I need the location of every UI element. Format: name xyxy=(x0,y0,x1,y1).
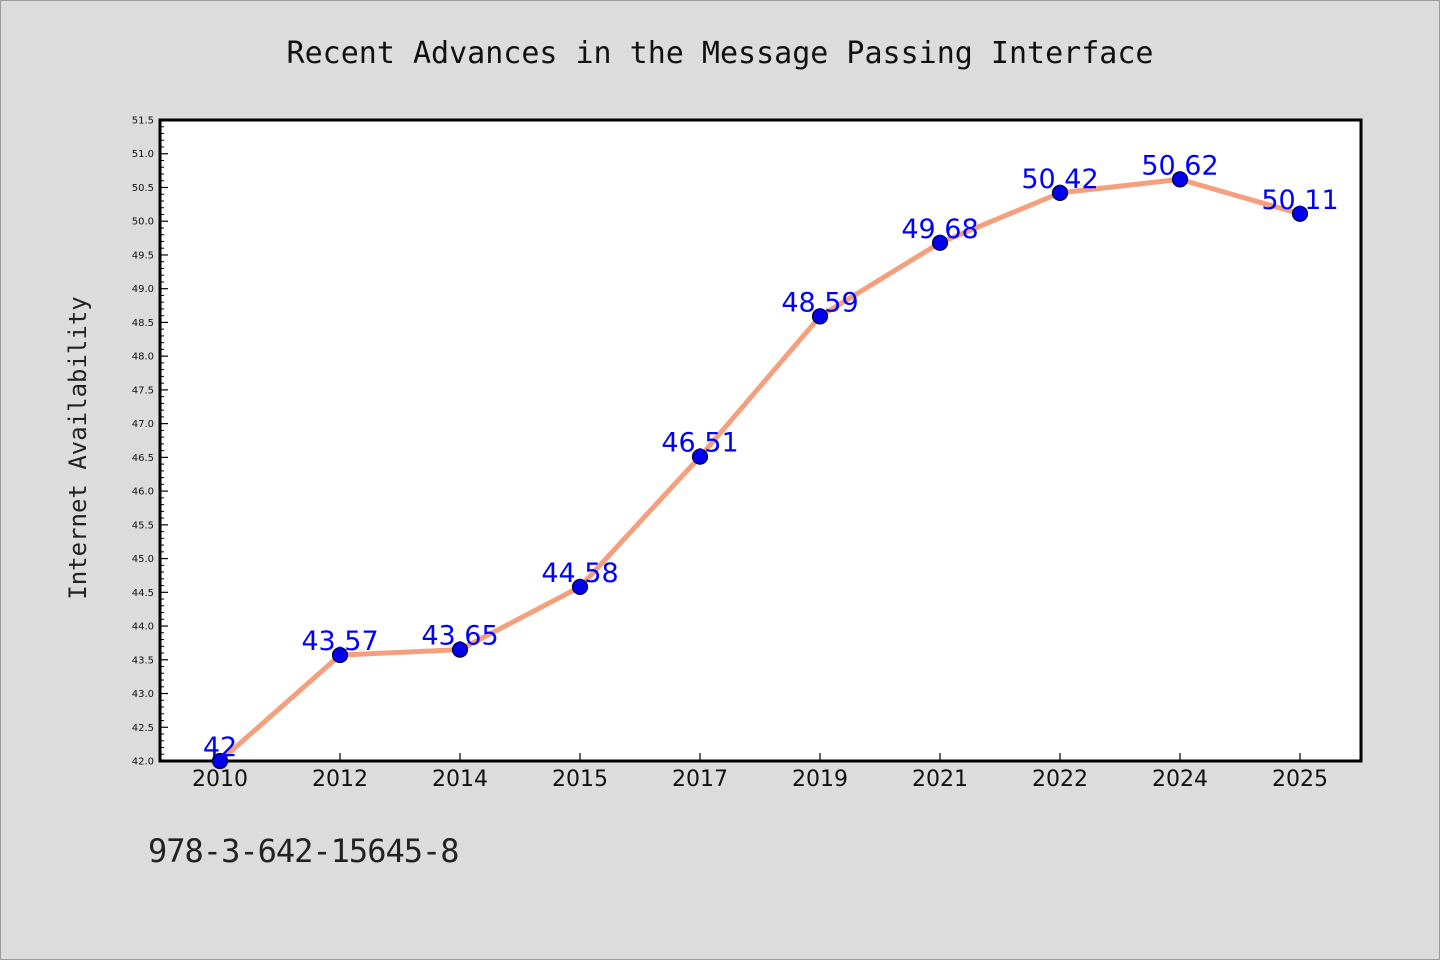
y-tick-label: 42.0 xyxy=(132,757,154,768)
data-point-marker xyxy=(811,308,829,325)
y-tick-label: 46.0 xyxy=(132,487,154,498)
data-point-marker xyxy=(1291,205,1309,222)
y-tick-label: 42.5 xyxy=(132,723,154,734)
y-tick-label: 46.5 xyxy=(132,453,154,464)
y-tick-label: 44.5 xyxy=(132,588,154,599)
y-tick-label: 47.5 xyxy=(132,385,154,396)
y-tick-label: 47.0 xyxy=(132,419,154,430)
data-label: 48.59 xyxy=(781,287,858,318)
isbn-footer: 978-3-642-15645-8 xyxy=(148,832,460,870)
x-tick-label: 2017 xyxy=(672,767,728,792)
y-tick-label: 49.5 xyxy=(132,250,154,261)
y-axis-label: Internet Availability xyxy=(64,296,92,599)
y-tick-label: 43.0 xyxy=(132,689,154,700)
y-tick-label: 48.0 xyxy=(132,352,154,363)
data-label: 42 xyxy=(203,732,237,763)
data-point-marker xyxy=(331,646,349,664)
x-tick-label: 2025 xyxy=(1272,767,1328,792)
data-label: 44.58 xyxy=(541,558,618,589)
x-tick-label: 2021 xyxy=(912,767,968,792)
data-label: 50.62 xyxy=(1141,150,1218,181)
data-point-marker xyxy=(931,234,949,251)
data-label: 49.68 xyxy=(901,214,978,245)
y-tick-label: 50.0 xyxy=(132,217,154,228)
data-label: 46.51 xyxy=(661,428,738,459)
x-tick-label: 2015 xyxy=(552,767,608,792)
x-tick-label: 2019 xyxy=(792,767,848,792)
y-tick-label: 51.0 xyxy=(132,149,154,160)
series-line xyxy=(217,176,1303,764)
data-label: 50.42 xyxy=(1021,164,1098,195)
y-tick-label: 45.5 xyxy=(132,520,154,531)
y-tick-label: 48.5 xyxy=(132,318,154,329)
x-tick-label: 2014 xyxy=(432,767,488,792)
y-tick-label: 43.5 xyxy=(132,655,154,666)
data-point-marker xyxy=(571,578,589,596)
x-tick-label: 2022 xyxy=(1032,767,1088,792)
data-point-marker xyxy=(1171,171,1189,188)
data-label: 43.57 xyxy=(301,626,378,657)
x-tick-label: 2012 xyxy=(312,767,368,792)
data-label: 43.65 xyxy=(421,621,498,652)
y-tick-label: 50.5 xyxy=(132,183,154,194)
x-tick-label: 2024 xyxy=(1152,767,1208,792)
data-point-marker xyxy=(691,448,709,465)
x-tick-label: 2010 xyxy=(192,767,248,792)
y-tick-label: 51.5 xyxy=(132,116,154,127)
y-tick-label: 45.0 xyxy=(132,554,154,565)
y-tick-label: 44.0 xyxy=(132,622,154,633)
y-axis-ticks: 42.0 42.5 43.0 43.5 44.0 44.5 45.0 45.5 46.0 46.5… xyxy=(132,116,168,768)
data-point-marker xyxy=(1051,184,1069,201)
data-label: 50.11 xyxy=(1261,185,1338,216)
y-tick-label: 49.0 xyxy=(132,284,154,295)
data-point-marker xyxy=(451,641,469,658)
x-axis-ticks: 2010 2012 2014 2015 2017 2019 2021 2022 2024 2025 xyxy=(192,753,1328,792)
data-point-marker xyxy=(211,752,229,770)
plot-area xyxy=(158,118,1363,763)
series-layer: 42 43.57 43.65 44.58 46.51 48.59 49.68 50.42 50.… xyxy=(203,150,1339,770)
chart-title: Recent Advances in the Message Passing I… xyxy=(287,36,1154,71)
